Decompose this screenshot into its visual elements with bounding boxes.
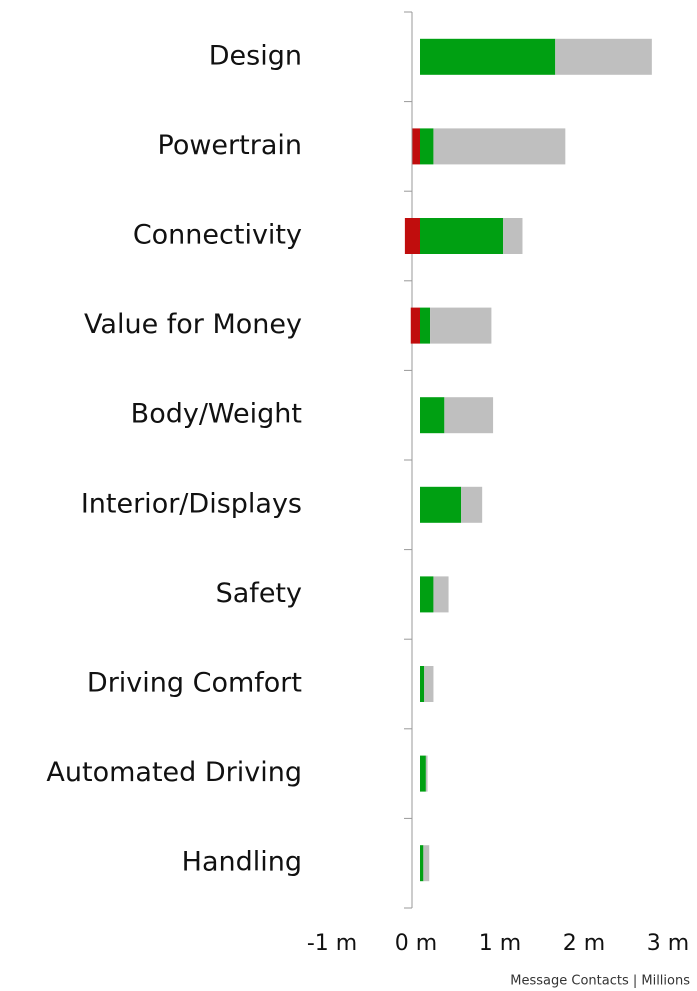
x-tick-label: 3 m [647, 931, 689, 956]
category-label: Handling [182, 847, 302, 878]
category-label: Value for Money [84, 309, 302, 340]
category-label: Driving Comfort [87, 668, 302, 699]
bar-segment [503, 218, 523, 254]
bar-segment [420, 38, 556, 75]
x-axis-label: Message Contacts | Millions [510, 974, 690, 989]
bar-segment [420, 307, 431, 344]
x-tick-label: 2 m [563, 931, 605, 956]
category-label: Connectivity [133, 220, 302, 251]
category-label: Automated Driving [46, 757, 302, 788]
bar-segment [420, 576, 434, 613]
x-tick-label: 0 m [395, 931, 437, 956]
bar-segment [461, 486, 483, 523]
bar-segment [404, 218, 420, 254]
category-label: Safety [216, 578, 302, 609]
bar-segment [410, 307, 420, 344]
bar-segment [555, 38, 652, 75]
bar-segment [420, 218, 504, 254]
bar-segment [420, 486, 462, 523]
category-label: Design [209, 40, 302, 71]
bar-segment [433, 128, 566, 165]
x-tick-label: -1 m [307, 931, 357, 956]
category-label: Powertrain [158, 130, 302, 161]
bar-segment [420, 397, 445, 434]
bar-segment [424, 666, 434, 702]
bar-segment [423, 845, 430, 882]
category-label: Interior/Displays [81, 488, 302, 519]
bar-segment [430, 307, 492, 344]
bar-segment [425, 755, 428, 792]
bar-segment [444, 397, 494, 434]
bar-segment [433, 576, 449, 613]
bar-segment [420, 845, 424, 882]
bar-segment [420, 128, 434, 165]
category-label: Body/Weight [131, 399, 302, 430]
bar-segment [420, 666, 425, 702]
x-tick-label: 1 m [479, 931, 521, 956]
bar-segment [420, 755, 426, 792]
bar-segment [412, 128, 420, 165]
